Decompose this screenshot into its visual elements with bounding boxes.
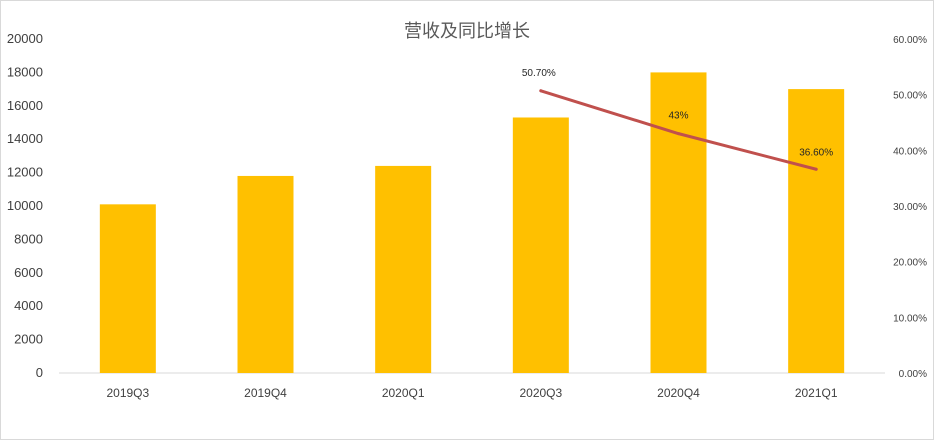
x-axis-tick-label: 2021Q1 bbox=[795, 386, 838, 400]
left-axis-tick-label: 6000 bbox=[14, 265, 43, 280]
x-axis-tick-label: 2019Q4 bbox=[244, 386, 287, 400]
bar-2019Q4 bbox=[237, 175, 294, 373]
left-axis-tick-label: 18000 bbox=[7, 64, 43, 79]
x-axis-tick-label: 2019Q3 bbox=[106, 386, 149, 400]
x-axis-tick-label: 2020Q1 bbox=[382, 386, 425, 400]
x-axis-tick-label: 2020Q3 bbox=[519, 386, 562, 400]
bar-2020Q3 bbox=[512, 117, 569, 374]
growth-data-label: 36.60% bbox=[799, 147, 833, 158]
left-axis-tick-label: 10000 bbox=[7, 198, 43, 213]
bar-series bbox=[99, 72, 845, 374]
growth-data-label: 50.70% bbox=[522, 68, 556, 79]
left-axis-tick-label: 20000 bbox=[7, 31, 43, 46]
left-axis-tick-label: 14000 bbox=[7, 131, 43, 146]
line-series: 50.70% 43% 36.60% bbox=[522, 68, 833, 171]
right-axis-ticks: 0.00% 10.00% 20.00% 30.00% 40.00% 50.00% 60.00… bbox=[893, 35, 927, 380]
bar-2019Q3 bbox=[99, 204, 156, 373]
right-axis-tick-label: 50.00% bbox=[893, 91, 927, 102]
right-axis-tick-label: 40.00% bbox=[893, 146, 927, 157]
growth-data-label: 43% bbox=[668, 111, 688, 122]
left-axis-tick-label: 0 bbox=[36, 365, 43, 380]
bar-2020Q1 bbox=[375, 165, 432, 373]
growth-point bbox=[677, 132, 680, 136]
growth-point bbox=[814, 167, 818, 171]
left-axis-tick-label: 8000 bbox=[14, 231, 43, 246]
left-axis-tick-label: 2000 bbox=[14, 332, 43, 347]
right-axis-tick-label: 0.00% bbox=[899, 369, 927, 380]
bar-2020Q4 bbox=[650, 72, 707, 374]
left-axis-ticks: 0 2000 4000 6000 8000 10000 12000 14000 16000 180… bbox=[7, 31, 43, 380]
x-axis-ticks: 2019Q3 2019Q4 2020Q1 2020Q3 2020Q4 2021Q1 bbox=[106, 386, 837, 400]
x-axis-tick-label: 2020Q4 bbox=[657, 386, 700, 400]
growth-point bbox=[539, 89, 543, 93]
right-axis-tick-label: 20.00% bbox=[893, 258, 927, 269]
chart-title: 营收及同比增长 bbox=[404, 21, 530, 42]
left-axis-tick-label: 12000 bbox=[7, 165, 43, 180]
left-axis-tick-label: 4000 bbox=[14, 298, 43, 313]
bar-2021Q1 bbox=[788, 89, 845, 373]
right-axis-tick-label: 30.00% bbox=[893, 202, 927, 213]
right-axis-tick-label: 60.00% bbox=[893, 35, 927, 46]
left-axis-tick-label: 16000 bbox=[7, 98, 43, 113]
right-axis-tick-label: 10.00% bbox=[893, 313, 927, 324]
